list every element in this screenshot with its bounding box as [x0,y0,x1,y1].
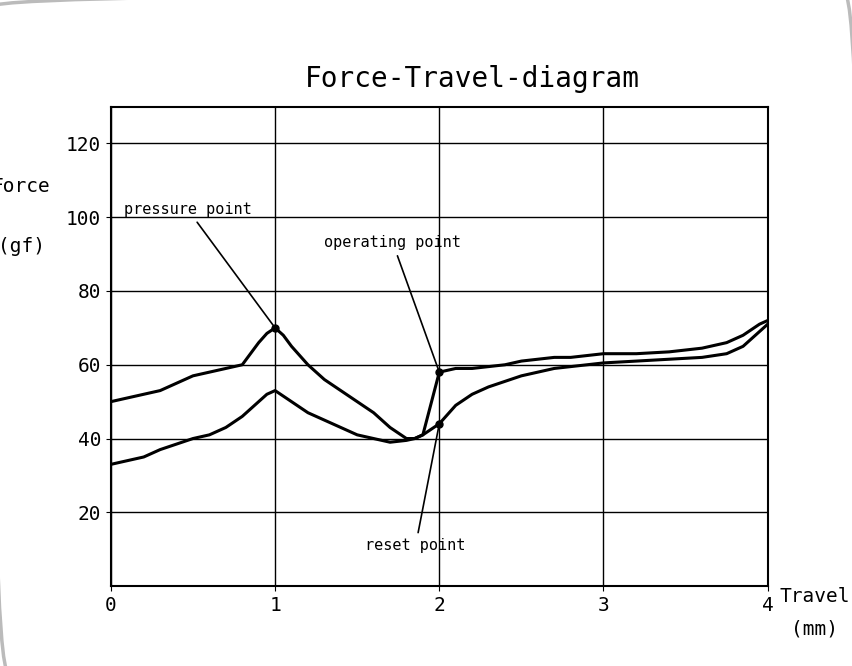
Text: pressure point: pressure point [124,202,273,326]
Text: Travel: Travel [779,587,849,605]
Text: Force: Force [0,177,50,196]
Text: reset point: reset point [365,426,465,553]
Text: operating point: operating point [324,235,461,370]
Title: Force-Travel-diagram: Force-Travel-diagram [304,65,639,93]
Text: (mm): (mm) [790,620,838,639]
Text: (gf): (gf) [0,237,45,256]
